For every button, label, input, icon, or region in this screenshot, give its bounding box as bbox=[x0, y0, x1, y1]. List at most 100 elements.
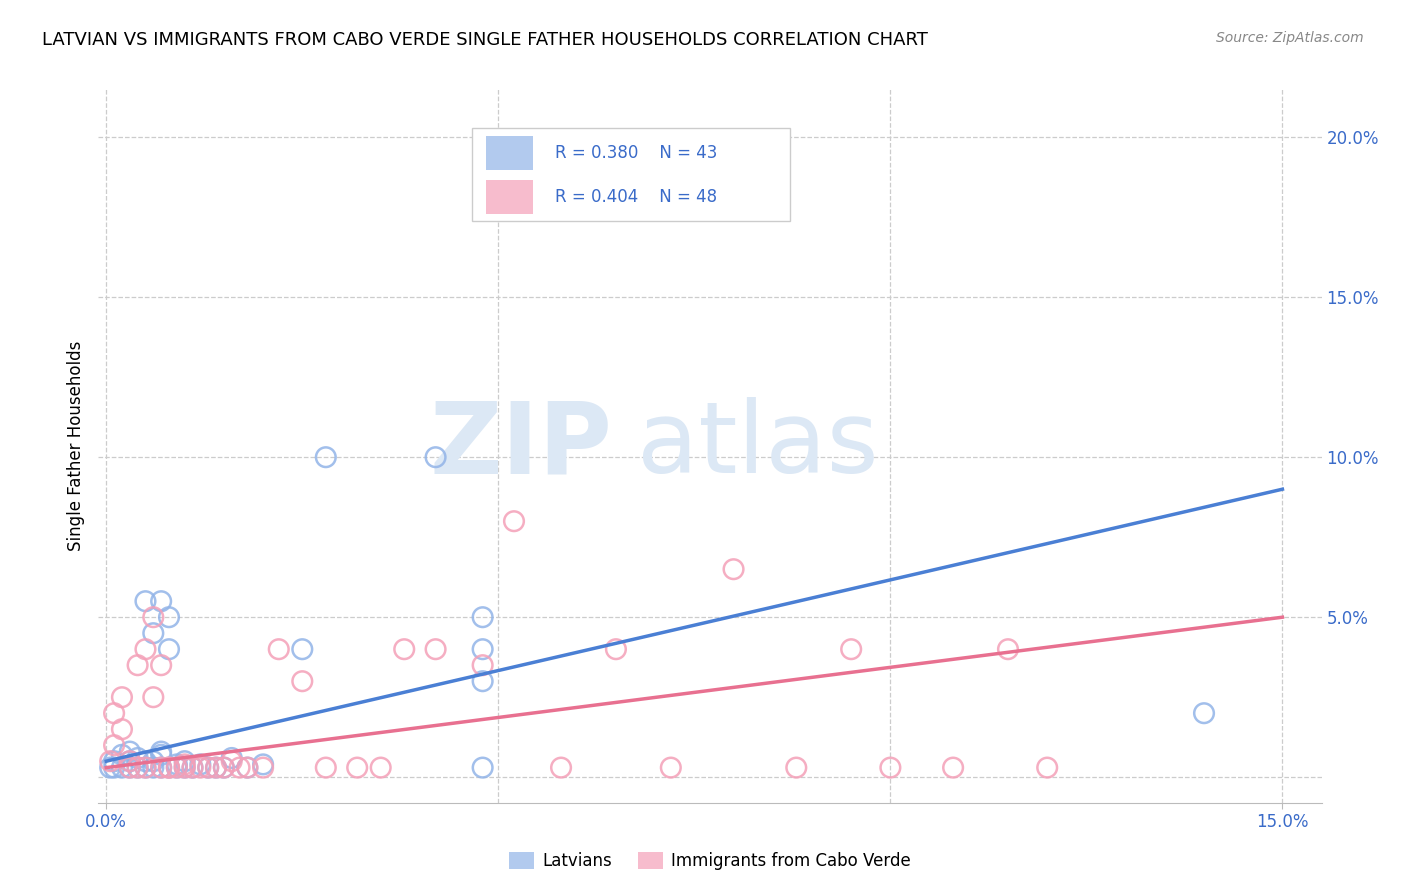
Point bbox=[659, 761, 682, 775]
Point bbox=[103, 754, 125, 768]
Point bbox=[150, 745, 173, 759]
Point bbox=[291, 674, 314, 689]
FancyBboxPatch shape bbox=[471, 128, 790, 221]
Point bbox=[150, 761, 173, 775]
Point bbox=[392, 642, 416, 657]
Point bbox=[173, 754, 195, 768]
FancyBboxPatch shape bbox=[486, 180, 533, 214]
Point bbox=[315, 761, 337, 775]
Point bbox=[188, 757, 212, 772]
Point bbox=[471, 610, 494, 624]
Point bbox=[127, 761, 149, 775]
Point bbox=[134, 761, 156, 775]
Point bbox=[197, 761, 219, 775]
Point bbox=[103, 738, 125, 752]
Point bbox=[157, 761, 180, 775]
Point bbox=[197, 761, 219, 775]
Point bbox=[142, 761, 165, 775]
Point bbox=[228, 761, 250, 775]
Point bbox=[1036, 761, 1059, 775]
Text: R = 0.404    N = 48: R = 0.404 N = 48 bbox=[555, 188, 717, 206]
Text: R = 0.380    N = 43: R = 0.380 N = 43 bbox=[555, 144, 717, 161]
Point bbox=[221, 751, 243, 765]
Text: ZIP: ZIP bbox=[429, 398, 612, 494]
Point bbox=[471, 658, 494, 673]
Point bbox=[252, 757, 274, 772]
Point bbox=[425, 450, 447, 465]
Point bbox=[471, 642, 494, 657]
Point bbox=[785, 761, 807, 775]
Point bbox=[503, 514, 526, 528]
Point bbox=[127, 761, 149, 775]
Legend: Latvians, Immigrants from Cabo Verde: Latvians, Immigrants from Cabo Verde bbox=[503, 845, 917, 877]
Point bbox=[103, 706, 125, 721]
Point bbox=[103, 761, 125, 775]
Point bbox=[98, 761, 121, 775]
Point bbox=[370, 761, 392, 775]
Point bbox=[236, 761, 259, 775]
Point bbox=[142, 690, 165, 705]
Point bbox=[111, 690, 134, 705]
Point bbox=[150, 594, 173, 608]
Point bbox=[181, 761, 204, 775]
Point bbox=[157, 610, 180, 624]
Point bbox=[236, 761, 259, 775]
Point bbox=[150, 658, 173, 673]
Point bbox=[111, 747, 134, 762]
Point bbox=[118, 754, 141, 768]
Point bbox=[181, 761, 204, 775]
Point bbox=[605, 642, 627, 657]
Point bbox=[267, 642, 290, 657]
FancyBboxPatch shape bbox=[486, 136, 533, 169]
Point bbox=[134, 642, 156, 657]
Point bbox=[157, 761, 180, 775]
Point bbox=[134, 761, 156, 775]
Point bbox=[942, 761, 965, 775]
Point bbox=[111, 761, 134, 775]
Y-axis label: Single Father Households: Single Father Households bbox=[66, 341, 84, 551]
Point bbox=[252, 761, 274, 775]
Point bbox=[134, 594, 156, 608]
Point bbox=[346, 761, 368, 775]
Point bbox=[166, 761, 188, 775]
Point bbox=[173, 761, 195, 775]
Point bbox=[111, 722, 134, 736]
Text: atlas: atlas bbox=[637, 398, 879, 494]
Point bbox=[127, 751, 149, 765]
Point bbox=[157, 642, 180, 657]
Point bbox=[150, 747, 173, 762]
Point bbox=[550, 761, 572, 775]
Point bbox=[205, 761, 228, 775]
Point bbox=[166, 757, 188, 772]
Point bbox=[142, 626, 165, 640]
Point bbox=[212, 761, 235, 775]
Point bbox=[142, 754, 165, 768]
Point bbox=[134, 754, 156, 768]
Point bbox=[157, 761, 180, 775]
Point bbox=[291, 642, 314, 657]
Point bbox=[118, 761, 141, 775]
Point bbox=[879, 761, 901, 775]
Point bbox=[118, 745, 141, 759]
Point bbox=[471, 761, 494, 775]
Point bbox=[221, 754, 243, 768]
Point bbox=[425, 642, 447, 657]
Point bbox=[173, 757, 195, 772]
Point bbox=[118, 754, 141, 768]
Point bbox=[839, 642, 862, 657]
Point bbox=[723, 562, 745, 576]
Point bbox=[1192, 706, 1215, 721]
Point bbox=[173, 761, 195, 775]
Point bbox=[98, 754, 121, 768]
Point bbox=[205, 761, 228, 775]
Point bbox=[142, 610, 165, 624]
Point bbox=[127, 658, 149, 673]
Point bbox=[188, 761, 212, 775]
Point bbox=[150, 761, 173, 775]
Point bbox=[166, 761, 188, 775]
Text: Source: ZipAtlas.com: Source: ZipAtlas.com bbox=[1216, 31, 1364, 45]
Point bbox=[315, 450, 337, 465]
Point bbox=[212, 761, 235, 775]
Point bbox=[118, 761, 141, 775]
Point bbox=[471, 674, 494, 689]
